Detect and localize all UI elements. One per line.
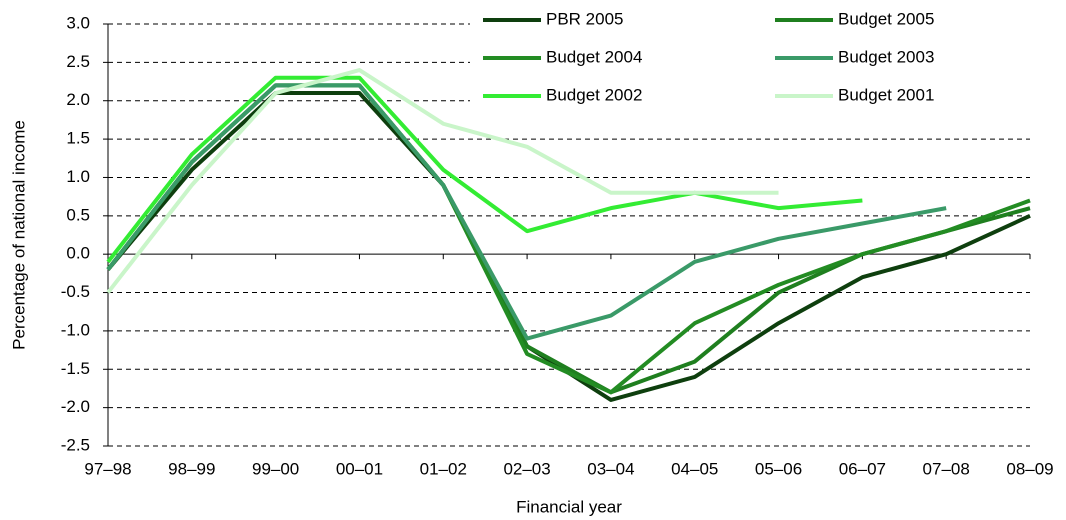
y-tick-label: 0.0 <box>66 244 90 263</box>
y-tick-label: 1.5 <box>66 129 90 148</box>
x-tick-label: 07–08 <box>923 459 970 478</box>
y-tick-label: -2.5 <box>61 435 90 454</box>
x-tick-label: 00–01 <box>336 459 383 478</box>
y-tick-label: -1.5 <box>61 359 90 378</box>
y-tick-label: 0.5 <box>66 205 90 224</box>
x-tick-label: 99–00 <box>252 459 299 478</box>
legend-label: Budget 2003 <box>838 47 934 66</box>
y-tick-label: -2.0 <box>61 397 90 416</box>
x-tick-label: 97–98 <box>84 459 131 478</box>
y-axis-title: Percentage of national income <box>9 120 28 350</box>
x-tick-label: 06–07 <box>839 459 886 478</box>
series-line <box>106 83 1031 395</box>
series-line <box>106 68 779 294</box>
y-tick-label: 1.0 <box>66 167 90 186</box>
legend-label: Budget 2005 <box>838 9 934 28</box>
series-line <box>106 83 1031 395</box>
legend-background <box>470 6 1030 116</box>
x-tick-label: 98–99 <box>168 459 215 478</box>
x-tick-label: 05–06 <box>755 459 802 478</box>
x-tick-label: 03–04 <box>587 459 634 478</box>
y-tick-label: 2.5 <box>66 52 90 71</box>
legend-label: Budget 2004 <box>546 47 642 66</box>
y-tick-label: 2.0 <box>66 90 90 109</box>
series-line <box>106 75 863 264</box>
x-tick-label: 04–05 <box>671 459 718 478</box>
series-line <box>106 83 947 341</box>
x-tick-label: 08–09 <box>1006 459 1053 478</box>
x-tick-label: 01–02 <box>420 459 467 478</box>
x-tick-label: 02–03 <box>503 459 550 478</box>
legend-label: Budget 2001 <box>838 85 934 104</box>
legend-label: Budget 2002 <box>546 85 642 104</box>
y-tick-label: -1.0 <box>61 320 90 339</box>
x-axis-title: Financial year <box>516 497 622 516</box>
y-tick-label: -0.5 <box>61 282 90 301</box>
y-tick-label: 3.0 <box>66 13 90 32</box>
legend-label: PBR 2005 <box>546 9 624 28</box>
